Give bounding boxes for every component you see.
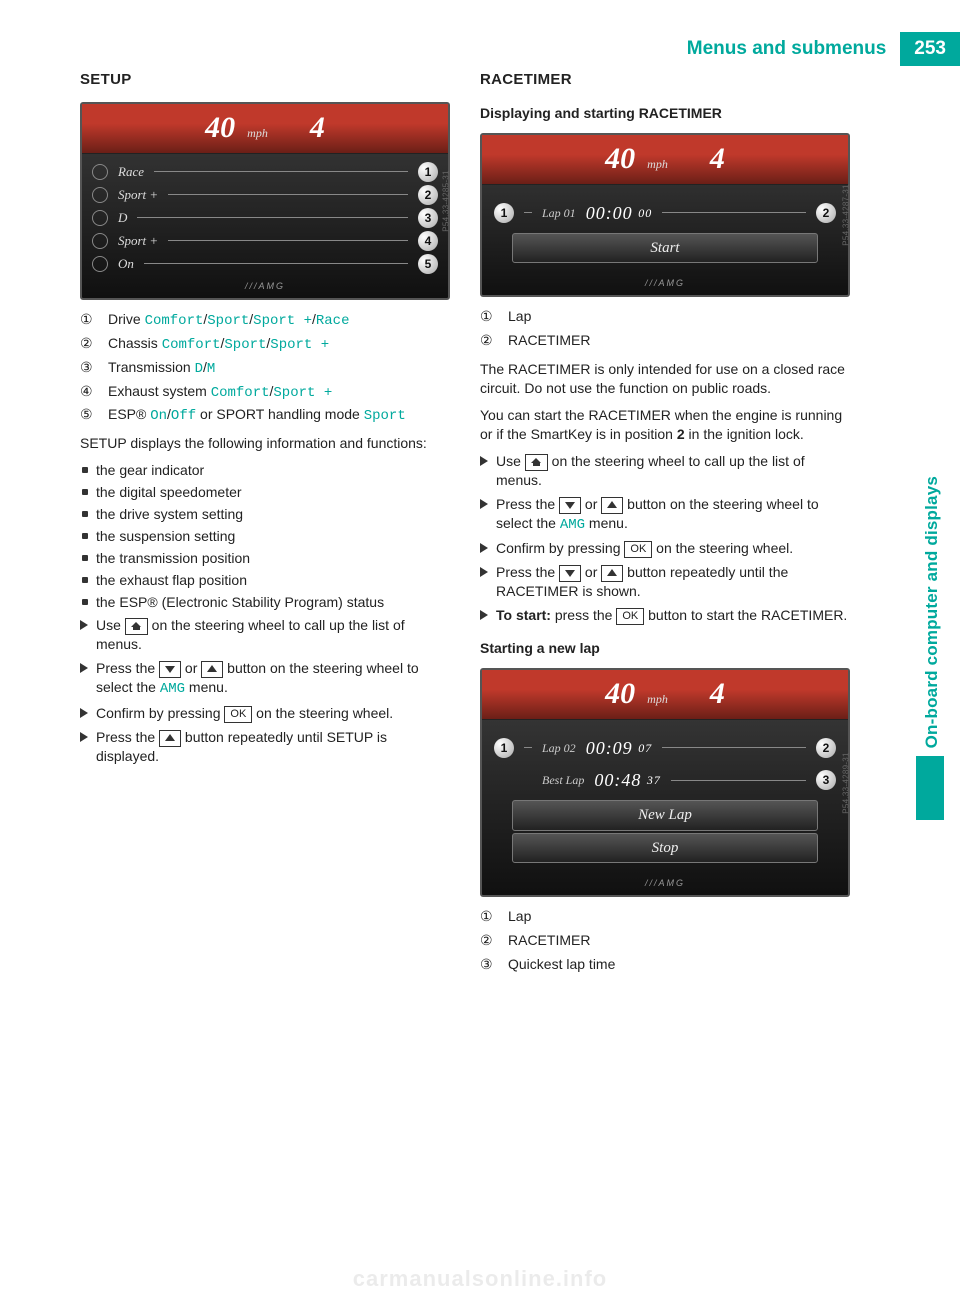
setup-bullet-list: the gear indicator the digital speedomete… [80,461,450,611]
step-item: Use on the steering wheel to call up the… [480,452,850,490]
watermark: carmanualsonline.info [0,1266,960,1292]
step-item: Press the or button on the steering whee… [80,659,450,699]
callout-number: 3 [418,208,438,228]
display-topband: 40 mph 4 [82,104,448,154]
bullet-item: the transmission position [80,549,450,568]
definition-line: ①Lap [480,907,850,928]
bullet-item: the drive system setting [80,505,450,524]
racetimer-note-1: The RACETIMER is only intended for use o… [480,360,850,398]
step-item: Confirm by pressing OK on the steering w… [80,704,450,723]
bullet-item: the ESP® (Electronic Stability Program) … [80,593,450,612]
ok-key: OK [224,706,252,723]
definition-line: ②Chassis Comfort/Sport/Sport + [80,334,450,355]
step-item: Press the or button on the steering whee… [480,495,850,535]
definition-line: ②RACETIMER [480,331,850,352]
image-code: P54.33-4285-31 [442,170,453,232]
setup-display-row: Sport +4 [92,231,438,251]
setup-display-row: Race1 [92,162,438,182]
definition-line: ③Transmission D/M [80,358,450,379]
display-topband: 40 mph 4 [482,135,848,185]
speed-unit: mph [247,125,268,141]
step-marker-icon [80,708,88,718]
speed-value: 40 [205,108,235,149]
setup-display-row: Sport +2 [92,185,438,205]
row-icon [92,164,108,180]
setup-heading: SETUP [80,70,450,90]
step-item: Confirm by pressing OK on the steering w… [480,539,850,558]
callout-2: 2 [816,203,836,223]
definition-line: ①Lap [480,307,850,328]
start-button-graphic: Start [512,233,818,263]
setup-intro: SETUP displays the following information… [80,434,450,453]
step-item: Press the or button repeatedly until the… [480,563,850,601]
callout-number: 4 [418,231,438,251]
definition-line: ⑤ESP® On/Off or SPORT handling mode Spor… [80,405,450,426]
racetimer-heading: RACETIMER [480,70,850,90]
racetimer-display-1: 40 mph 4 1 Lap 01 00:00 00 2 Start ///AM… [480,133,850,297]
bullet-item: the suspension setting [80,527,450,546]
left-column: SETUP 40 mph 4 Race1 Sport +2 D3 Sport +4 On… [80,70,450,979]
racetimer-subheading-2: Starting a new lap [480,639,850,658]
row-icon [92,233,108,249]
callout-number: 2 [418,185,438,205]
step-item: Use on the steering wheel to call up the… [80,616,450,654]
gear-value: 4 [310,108,325,149]
definition-line: ②RACETIMER [480,931,850,952]
definition-line: ①Drive Comfort/Sport/Sport +/Race [80,310,450,331]
racetimer-display-2: 40 mph 4 1 Lap 02 00:09 07 2 Best Lap 0 [480,668,850,897]
up-key-icon [165,734,175,741]
row-icon [92,256,108,272]
setup-display-row: D3 [92,208,438,228]
step-marker-icon [80,732,88,742]
step-marker-icon [80,663,88,673]
step-item: Press the button repeatedly until SETUP … [80,728,450,766]
bullet-item: the digital speedometer [80,483,450,502]
amg-logo: ///AMG [92,280,438,292]
step-item: To start: press the OK button to start t… [480,606,850,625]
callout-number: 5 [418,254,438,274]
row-icon [92,210,108,226]
right-column: RACETIMER Displaying and starting RACETI… [480,70,850,979]
row-icon [92,187,108,203]
setup-display-row: On5 [92,254,438,274]
definition-line: ③Quickest lap time [480,955,850,976]
home-key-icon [131,619,142,630]
racetimer-subheading-1: Displaying and starting RACETIMER [480,104,850,123]
callout-number: 1 [418,162,438,182]
callout-1: 1 [494,203,514,223]
bullet-item: the gear indicator [80,461,450,480]
definition-line: ④Exhaust system Comfort/Sport + [80,382,450,403]
bullet-item: the exhaust flap position [80,571,450,590]
step-marker-icon [80,620,88,630]
down-key-icon [165,666,175,673]
home-key-icon [531,455,542,466]
racetimer-note-2: You can start the RACETIMER when the eng… [480,406,850,444]
up-key-icon [207,665,217,672]
setup-display: 40 mph 4 Race1 Sport +2 D3 Sport +4 On5 ///A… [80,102,450,300]
